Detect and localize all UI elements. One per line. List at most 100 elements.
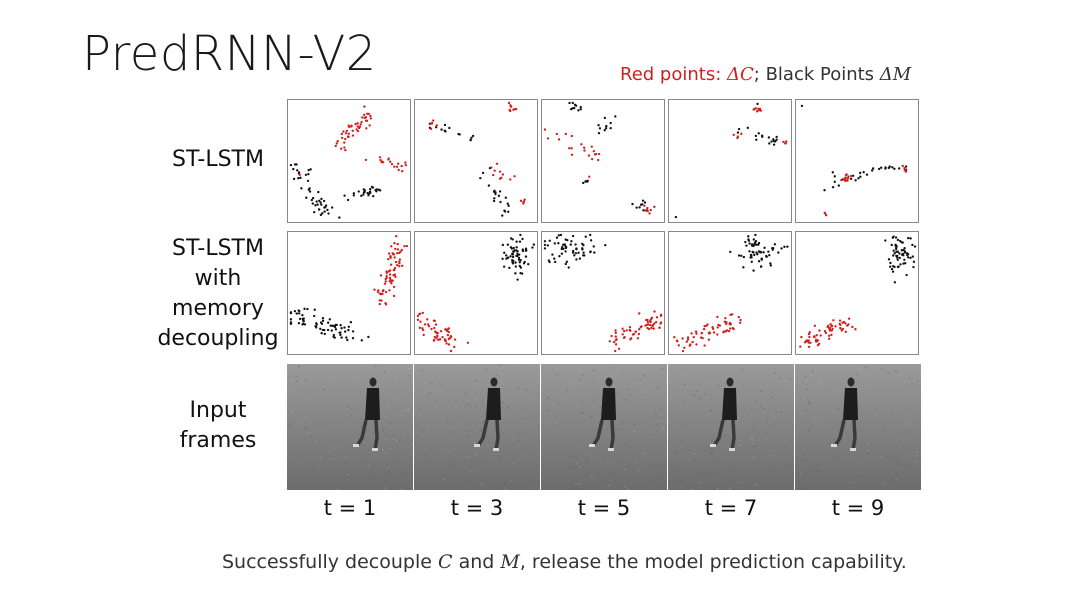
black-point [752, 269, 755, 272]
ground-texture [883, 429, 886, 431]
frame-ground [541, 364, 667, 490]
ground-texture [908, 464, 911, 466]
red-point [615, 338, 618, 341]
red-point [654, 321, 658, 324]
red-point [838, 319, 842, 322]
black-point [674, 215, 678, 219]
black-point [351, 330, 355, 333]
black-point [744, 240, 747, 244]
frame-drawing [414, 364, 540, 490]
black-point [330, 206, 334, 209]
time-label: t = 5 [577, 496, 631, 520]
red-point [378, 156, 382, 159]
black-point [639, 203, 643, 206]
black-point [507, 204, 510, 207]
black-point [326, 328, 330, 332]
black-point [318, 199, 321, 202]
red-point [643, 204, 646, 207]
red-point [638, 312, 641, 315]
black-point [319, 213, 323, 217]
ground-texture [684, 383, 686, 385]
black-point [909, 256, 912, 260]
ground-texture [474, 452, 477, 454]
black-point [584, 235, 587, 238]
red-point [368, 124, 371, 127]
row-label-line: Input [189, 398, 247, 423]
black-point [295, 312, 298, 315]
black-point [340, 327, 343, 330]
red-point [629, 329, 632, 332]
red-point [695, 343, 698, 346]
red-point [398, 264, 401, 268]
black-point [553, 257, 556, 260]
ground-texture [913, 461, 916, 462]
black-point [347, 328, 350, 332]
ground-texture [836, 456, 839, 458]
ground-texture [713, 430, 716, 432]
red-point [700, 331, 703, 335]
red-point [360, 120, 363, 124]
black-point [736, 131, 740, 134]
red-point [622, 329, 626, 333]
ground-texture [390, 427, 393, 429]
red-point [823, 329, 827, 333]
black-point [515, 240, 518, 243]
ground-texture [472, 431, 475, 433]
ground-texture [903, 438, 905, 440]
black-point [311, 202, 314, 205]
red-point [379, 274, 383, 277]
frame-drawing [795, 364, 921, 490]
black-point [487, 184, 491, 187]
black-point [492, 199, 496, 203]
black-point [571, 101, 574, 105]
scatter-plot [289, 235, 409, 342]
red-point [430, 121, 434, 125]
black-point [775, 138, 778, 141]
row-label-st-lstm-decoupling: ST-LSTM with memory decoupling [118, 234, 318, 354]
black-point [292, 177, 296, 181]
black-point [748, 242, 751, 245]
black-point [749, 256, 752, 259]
ground-texture [480, 483, 483, 485]
black-point [360, 339, 363, 342]
red-point [686, 336, 690, 339]
black-point [563, 243, 566, 246]
red-point [429, 127, 433, 131]
black-point [564, 250, 567, 253]
ground-texture [743, 405, 746, 406]
ground-texture [517, 387, 520, 389]
ground-texture [383, 371, 386, 373]
red-point [393, 266, 397, 270]
ground-texture [754, 400, 757, 402]
black-point [904, 165, 908, 168]
red-point [365, 127, 368, 130]
red-point [508, 108, 511, 112]
black-point [375, 190, 378, 193]
ground-texture [556, 476, 559, 478]
red-point [298, 173, 301, 176]
red-point [592, 149, 596, 153]
red-point [638, 328, 641, 331]
black-point [577, 251, 580, 255]
ground-texture [366, 364, 369, 365]
black-point [326, 208, 329, 212]
ground-texture [779, 377, 782, 379]
red-point [614, 343, 618, 346]
ground-texture [849, 482, 852, 484]
red-point [904, 170, 908, 173]
ground-texture [621, 459, 624, 461]
ground-texture [411, 473, 413, 475]
ground-texture [866, 452, 869, 454]
red-point [347, 124, 350, 127]
ground-texture [749, 437, 752, 439]
ground-texture [573, 383, 576, 385]
ground-texture [351, 484, 354, 486]
black-point [769, 264, 773, 267]
red-point [387, 158, 390, 161]
black-point [306, 307, 309, 311]
ground-texture [544, 420, 547, 422]
black-point [307, 173, 310, 176]
black-point [756, 102, 759, 106]
ground-texture [863, 383, 866, 385]
red-point [593, 153, 597, 156]
